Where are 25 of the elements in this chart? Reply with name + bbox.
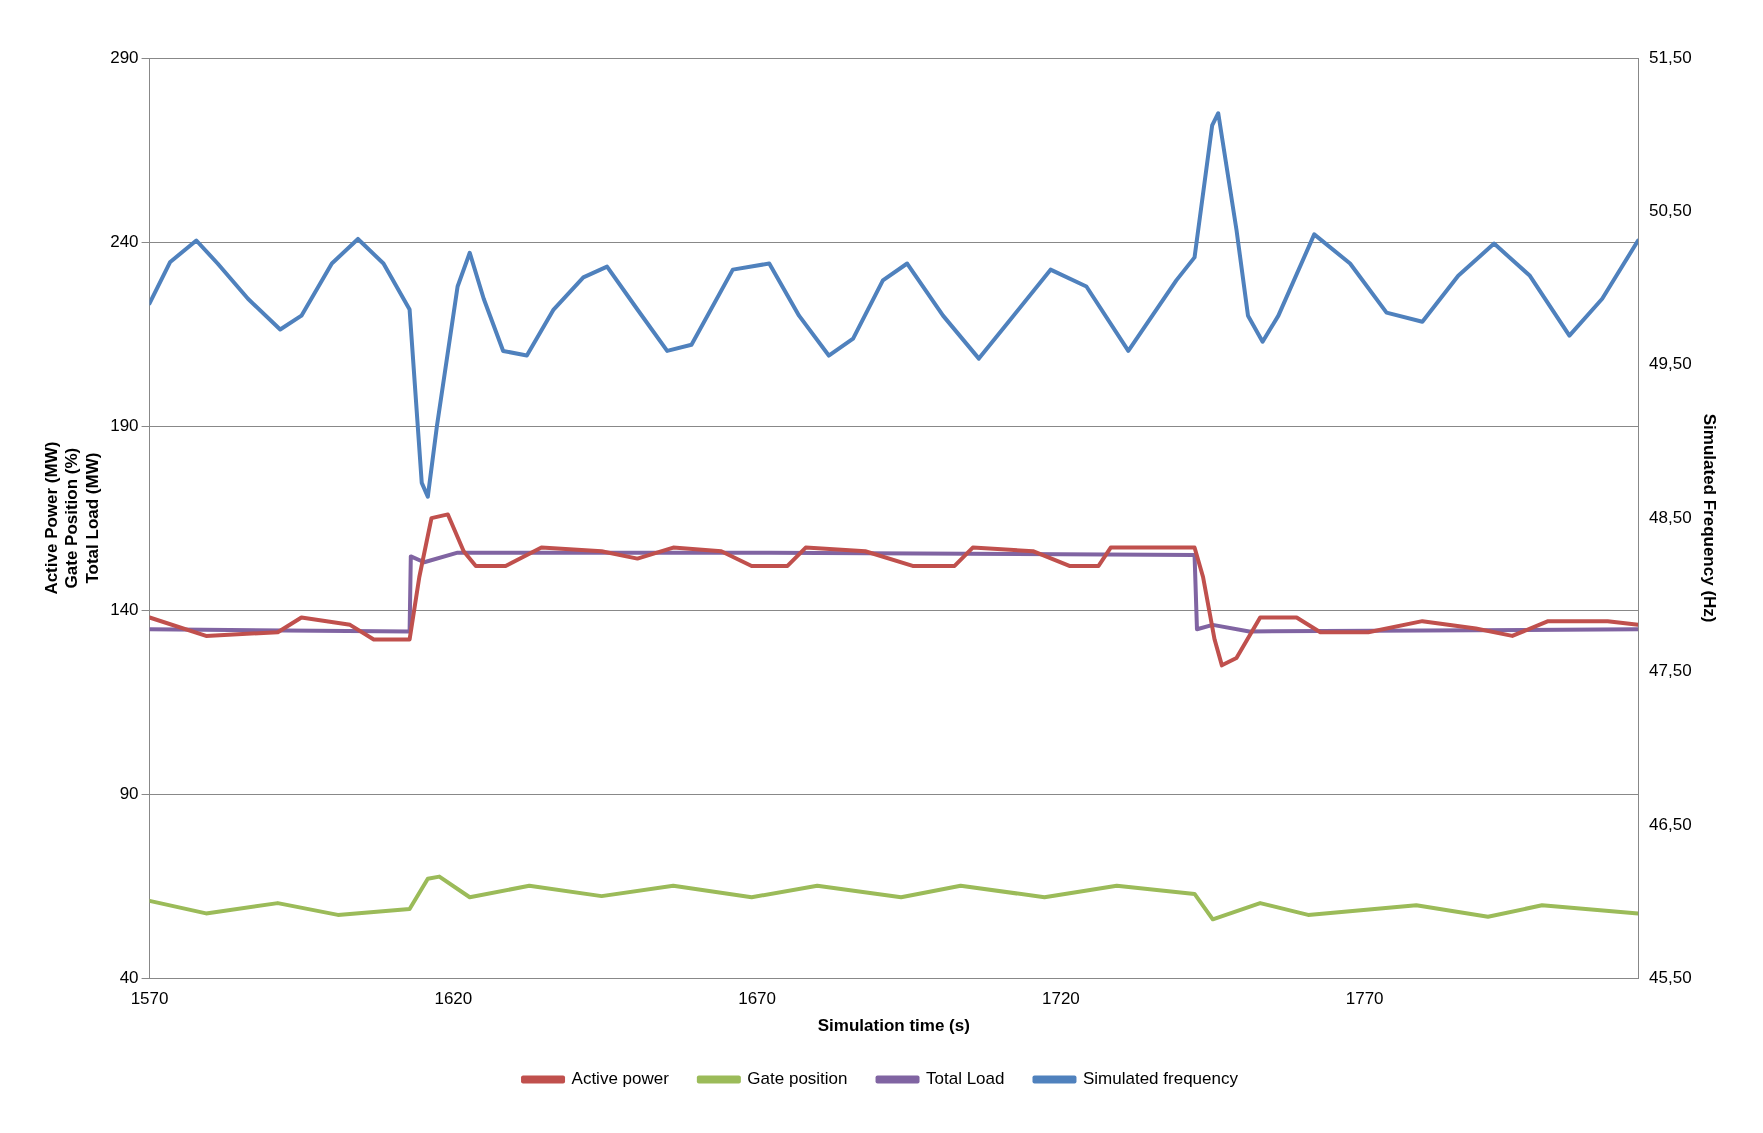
y2-tick-label: 48,50 [1649, 507, 1692, 527]
y-tick-label: 140 [110, 599, 139, 619]
y2-tick-label: 51,50 [1649, 47, 1692, 67]
y-axis-title: Active Power (MW) Gate Position (%) Total Load (MW) [41, 441, 102, 595]
x-tick-label: 1720 [1041, 989, 1080, 1009]
y2-tick-label: 47,50 [1649, 661, 1692, 681]
legend-label: Gate position [747, 1069, 848, 1089]
y-tick-label: 290 [110, 47, 139, 67]
y2-tick-label: 50,50 [1649, 201, 1692, 221]
y2-axis-title: Simulated Frequency (Hz) [1700, 413, 1720, 623]
legend-label: Simulated frequency [1082, 1069, 1239, 1089]
y-tick-label: 90 [119, 783, 139, 803]
x-tick-label: 1570 [130, 989, 169, 1009]
x-tick-label: 1770 [1345, 989, 1384, 1009]
legend-label: Active power [571, 1069, 670, 1089]
y-tick-label: 40 [119, 967, 139, 987]
x-axis-title: Simulation time (s) [817, 1016, 970, 1036]
y2-tick-label: 45,50 [1649, 967, 1692, 987]
y2-tick-label: 49,50 [1649, 354, 1692, 374]
x-tick-label: 1620 [434, 989, 473, 1009]
y-tick-label: 240 [110, 231, 139, 251]
y2-tick-label: 46,50 [1649, 814, 1692, 834]
legend-label: Total Load [926, 1069, 1005, 1089]
x-tick-label: 1670 [738, 989, 777, 1009]
y-tick-label: 190 [110, 415, 139, 435]
